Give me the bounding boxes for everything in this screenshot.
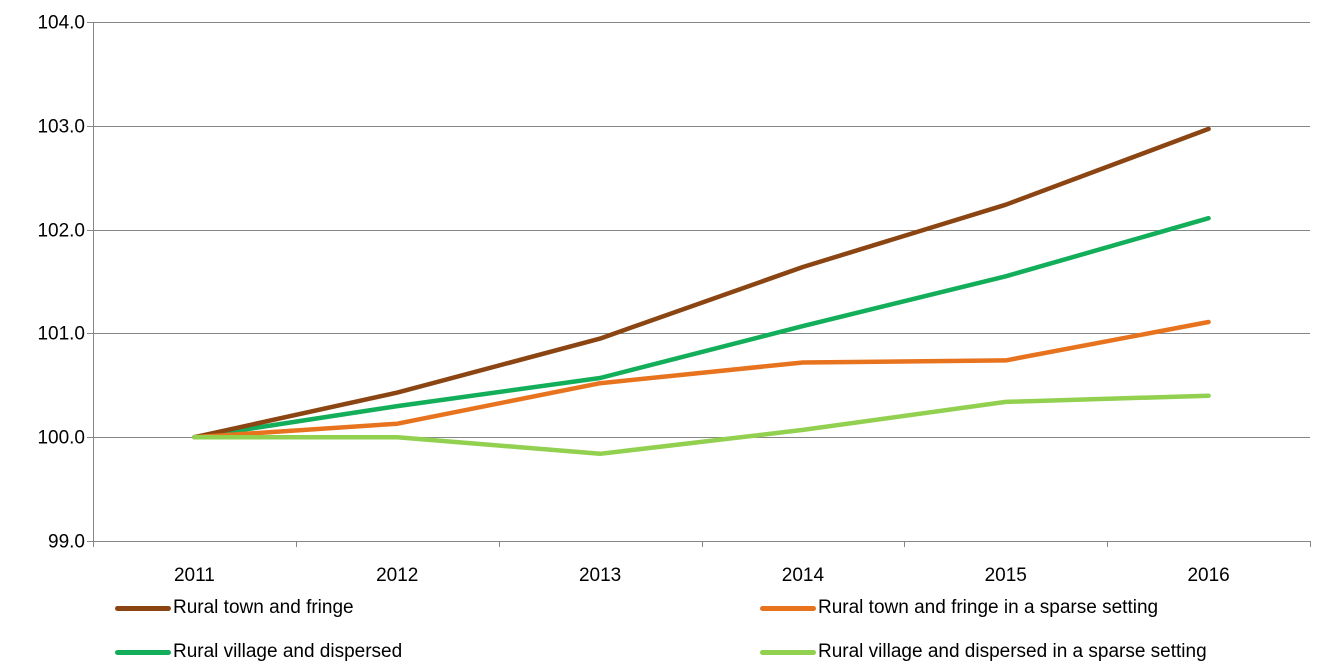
y-tick-label: 100.0 xyxy=(37,428,85,449)
series-lines xyxy=(192,126,1211,457)
y-tick-label: 103.0 xyxy=(37,117,85,138)
x-tick-label: 2012 xyxy=(376,565,418,586)
y-axis-tick-labels: 99.0 100.0 101.0 102.0 103.0 104.0 xyxy=(37,13,85,553)
y-tick-label: 102.0 xyxy=(37,221,85,242)
y-tick-label: 104.0 xyxy=(37,13,85,34)
series-line-rural-town-and-fringe xyxy=(192,126,1211,440)
series-line-rural-town-and-fringe-in-a-sparse-setting xyxy=(192,319,1211,440)
x-tick-label: 2013 xyxy=(579,565,621,586)
y-tick-label: 99.0 xyxy=(48,532,85,553)
y-tick-label: 101.0 xyxy=(37,324,85,345)
x-tick-label: 2014 xyxy=(782,565,825,586)
x-axis-tick-labels: 2011 2012 2013 2014 2015 2016 xyxy=(174,565,1230,586)
x-tick-label: 2011 xyxy=(174,565,215,586)
gridlines xyxy=(93,22,1310,438)
series-line-rural-village-and-dispersed xyxy=(192,215,1211,440)
x-tick-label: 2015 xyxy=(985,565,1027,586)
series-line-rural-village-and-dispersed-in-a-sparse-setting xyxy=(192,393,1211,457)
x-tick-label: 2016 xyxy=(1187,565,1229,586)
axes xyxy=(87,22,1311,547)
